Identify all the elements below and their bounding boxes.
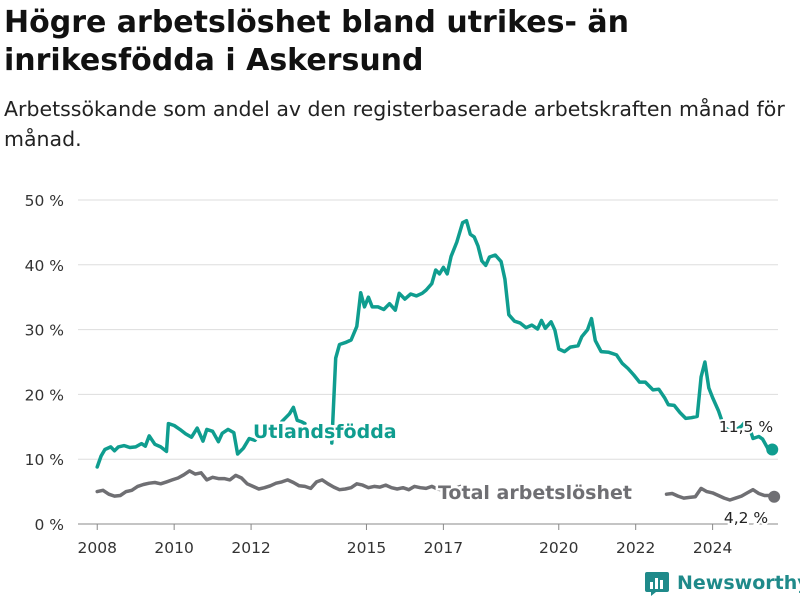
series-line-utlandsfodda: [95, 405, 307, 469]
y-tick-label: 0 %: [34, 516, 64, 534]
series-end-label: 4,2 %: [724, 509, 768, 527]
x-tick-label: 2017: [424, 539, 463, 557]
y-tick-label: 20 %: [25, 386, 64, 404]
series-end-dot: [768, 490, 781, 503]
series-name-label: Utlandsfödda: [253, 421, 397, 443]
x-tick-label: 2020: [539, 539, 578, 557]
series-line-utlandsfodda-b: [330, 218, 774, 452]
series-end-dot: [766, 443, 779, 456]
y-tick-label: 50 %: [25, 192, 64, 210]
series-name-label: Total arbetslöshet: [438, 482, 632, 504]
page-subtitle: Arbetssökande som andel av den registerb…: [4, 97, 785, 151]
series-line-total-b: [664, 486, 776, 502]
series-end-label: 11,5 %: [719, 418, 773, 436]
x-tick-label: 2012: [231, 539, 270, 557]
x-tick-label: 2015: [347, 539, 386, 557]
y-tick-label: 10 %: [25, 451, 64, 469]
series-labels: Utlandsfödda Total arbetslöshet 11,5 % 4,2 …: [251, 416, 776, 529]
newsworthy-brand: Newsworthy: [643, 568, 800, 598]
series-lines: [95, 218, 781, 503]
series-line-total: [95, 469, 463, 498]
page-title: Högre arbetslöshet bland utrikes- än inr…: [4, 5, 629, 78]
x-tick-label: 2010: [154, 539, 193, 557]
y-axis-ticks: 0 % 10 % 20 % 30 % 40 % 50 %: [25, 192, 64, 534]
x-axis-ticks: 2008 2010 2012 2015 2017 2020 2022 2024: [78, 524, 732, 557]
brand-name: Newsworthy: [677, 572, 800, 594]
x-tick-label: 2024: [693, 539, 732, 557]
y-tick-label: 30 %: [25, 322, 64, 340]
x-tick-label: 2022: [616, 539, 655, 557]
x-tick-label: 2008: [78, 539, 117, 557]
y-tick-label: 40 %: [25, 257, 64, 275]
newsworthy-logo-icon: [645, 572, 669, 596]
